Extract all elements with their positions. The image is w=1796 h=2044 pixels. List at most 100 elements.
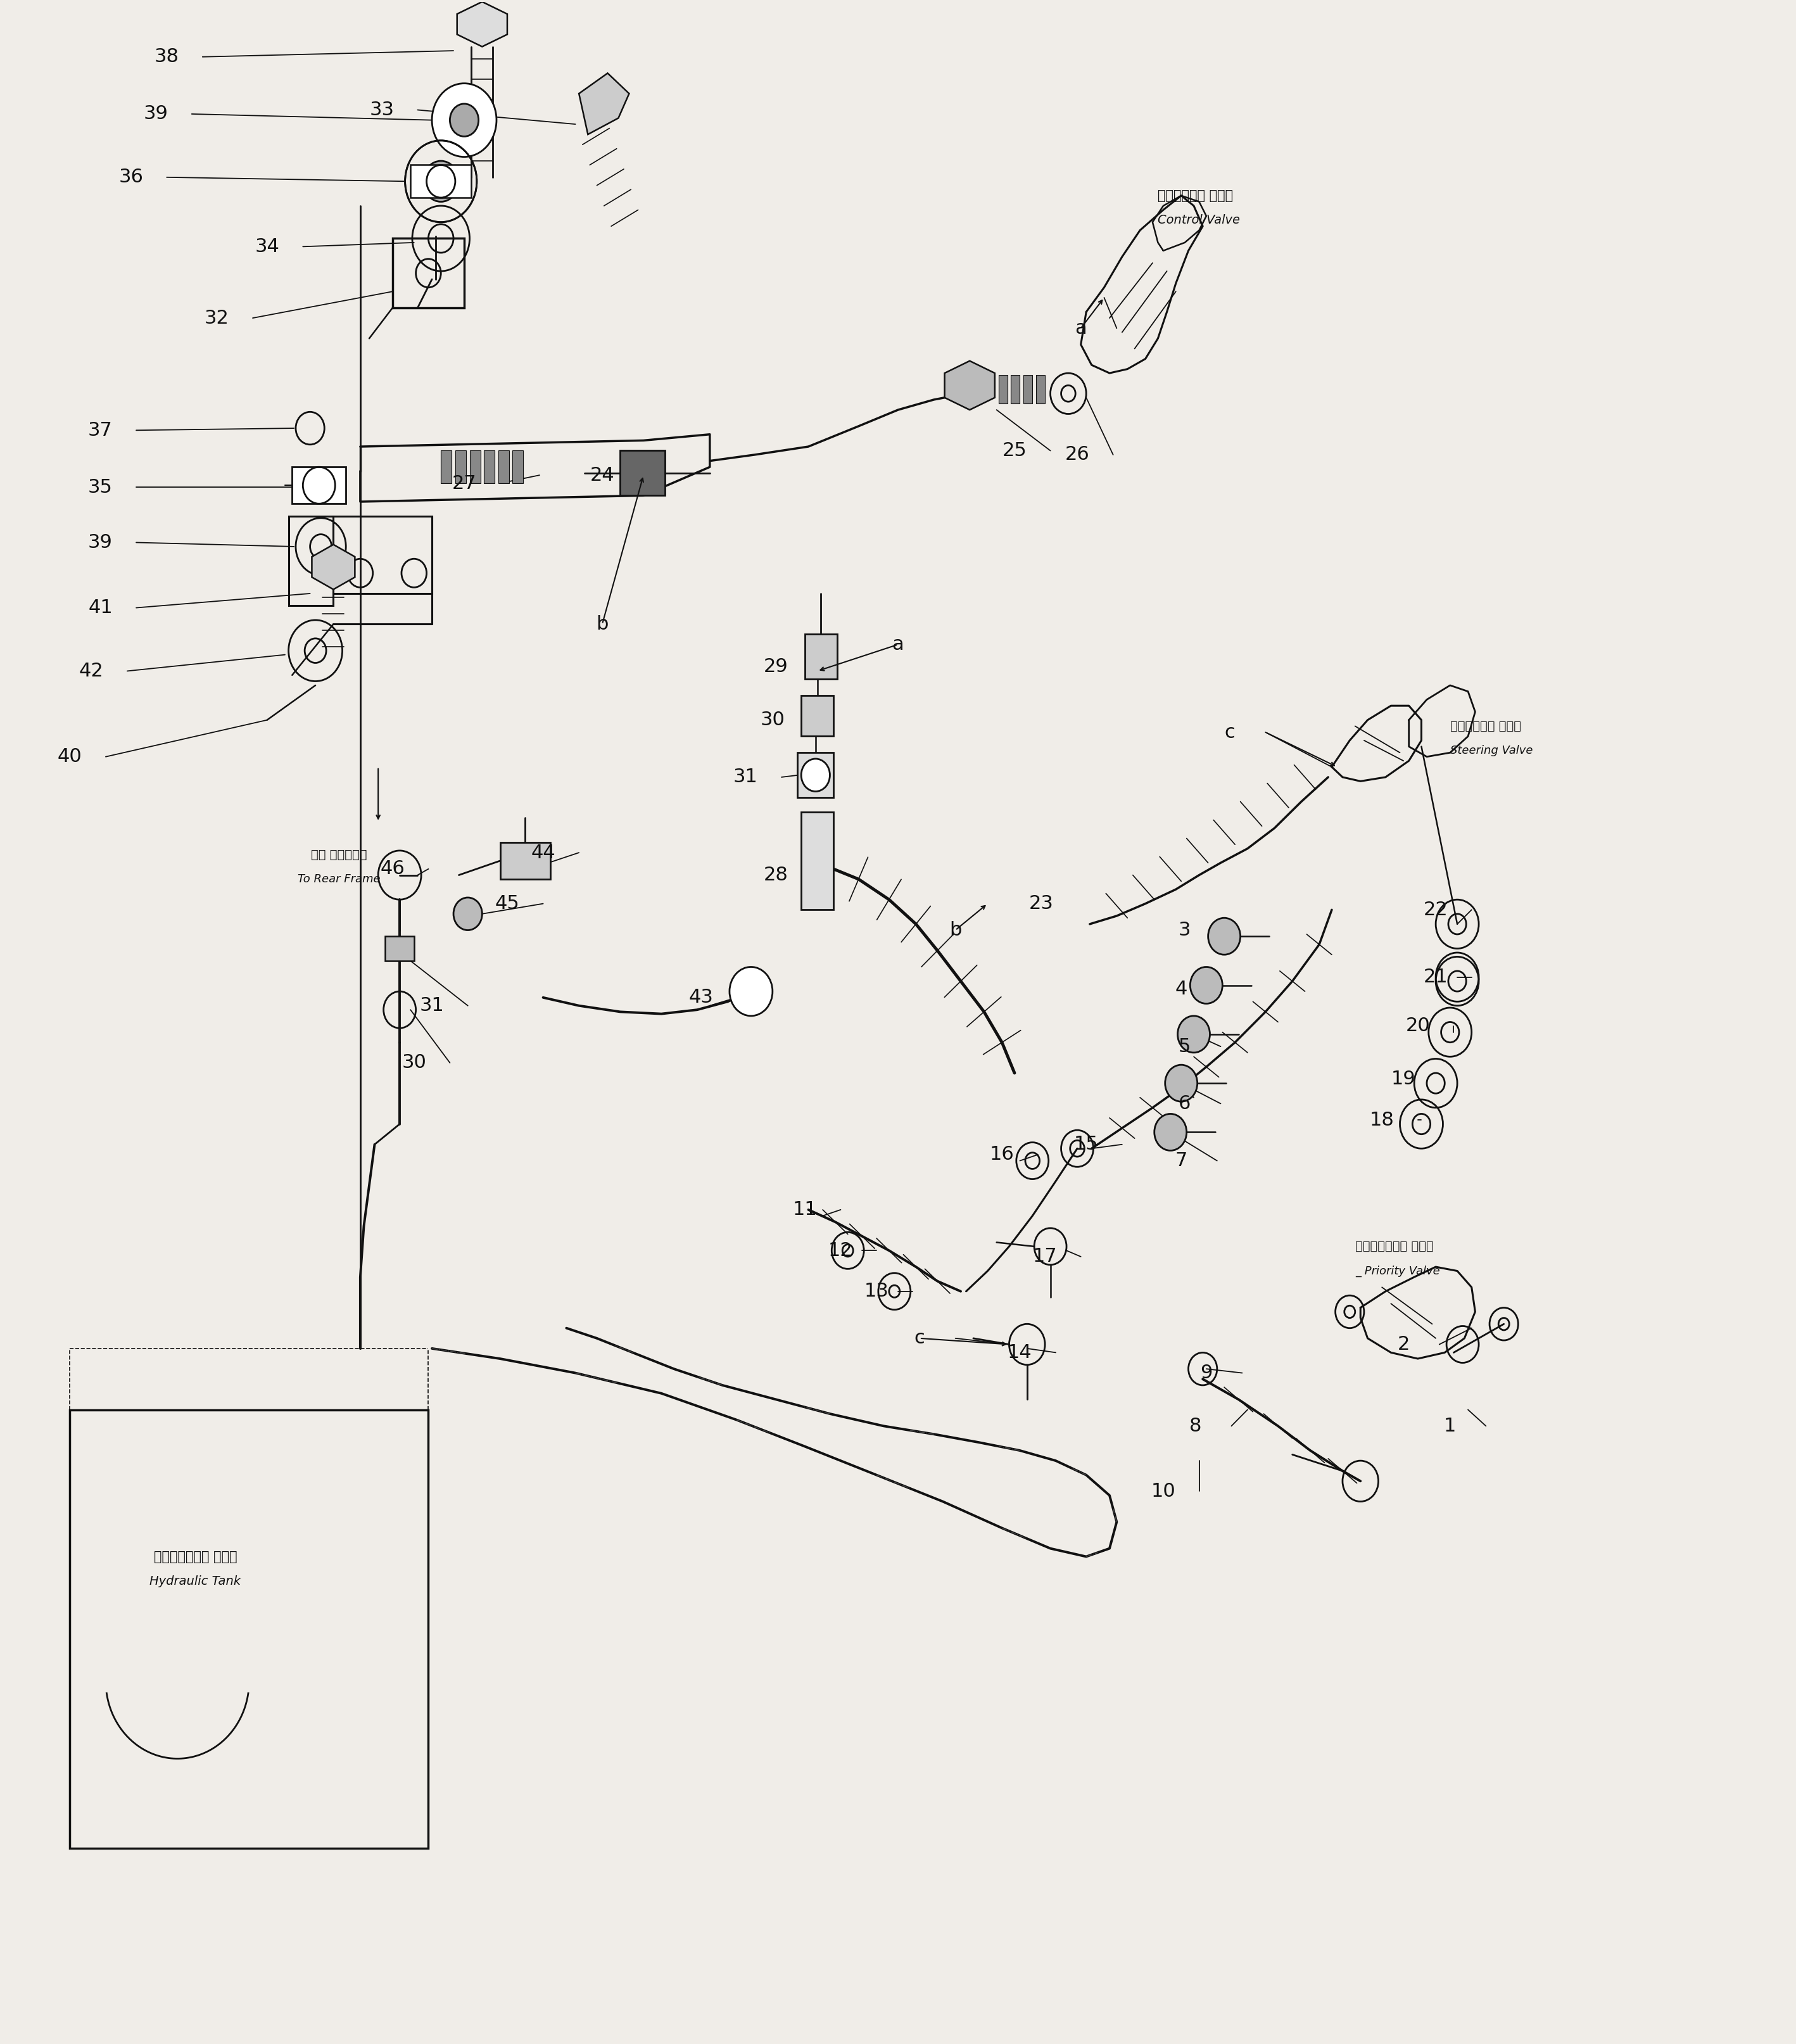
Text: 22: 22 bbox=[1424, 901, 1448, 920]
Text: 35: 35 bbox=[88, 478, 113, 497]
Text: 4: 4 bbox=[1175, 981, 1187, 1000]
Text: ハイドロリック タンク: ハイドロリック タンク bbox=[154, 1549, 237, 1564]
Text: To Rear Frame: To Rear Frame bbox=[298, 873, 381, 885]
Text: 11: 11 bbox=[792, 1200, 817, 1218]
Bar bbox=[1011, 376, 1020, 405]
Text: 29: 29 bbox=[763, 658, 788, 677]
Text: 20: 20 bbox=[1406, 1018, 1430, 1034]
Text: 17: 17 bbox=[1033, 1247, 1058, 1265]
Text: 8: 8 bbox=[1189, 1416, 1202, 1435]
Text: 12: 12 bbox=[828, 1241, 853, 1259]
Text: c: c bbox=[1225, 724, 1236, 742]
Text: 6: 6 bbox=[1178, 1094, 1191, 1112]
Circle shape bbox=[1155, 1114, 1187, 1151]
Text: 31: 31 bbox=[733, 769, 758, 787]
Bar bbox=[293, 466, 347, 503]
Text: 15: 15 bbox=[1074, 1134, 1099, 1153]
Text: 5: 5 bbox=[1178, 1036, 1191, 1055]
Text: Hydraulic Tank: Hydraulic Tank bbox=[149, 1576, 241, 1586]
Text: 13: 13 bbox=[864, 1282, 889, 1300]
Polygon shape bbox=[313, 544, 356, 589]
Text: c: c bbox=[914, 1329, 925, 1347]
Text: 46: 46 bbox=[381, 861, 404, 879]
Bar bbox=[454, 450, 465, 482]
Text: 39: 39 bbox=[144, 104, 169, 123]
Text: b: b bbox=[950, 922, 961, 940]
Text: 27: 27 bbox=[453, 474, 476, 493]
Bar bbox=[386, 936, 415, 961]
Text: 7: 7 bbox=[1175, 1151, 1187, 1169]
Text: 30: 30 bbox=[760, 711, 785, 730]
Text: a: a bbox=[893, 636, 903, 654]
Text: 40: 40 bbox=[57, 748, 83, 766]
Bar bbox=[289, 515, 334, 605]
Text: 34: 34 bbox=[255, 237, 280, 255]
Polygon shape bbox=[578, 74, 629, 135]
Circle shape bbox=[1166, 1065, 1198, 1102]
Bar bbox=[1036, 376, 1045, 405]
Text: 33: 33 bbox=[370, 100, 393, 119]
Text: 21: 21 bbox=[1424, 969, 1448, 987]
Circle shape bbox=[1191, 967, 1223, 1004]
Text: 3: 3 bbox=[1178, 922, 1191, 940]
Text: 23: 23 bbox=[1029, 895, 1054, 914]
Bar bbox=[483, 450, 494, 482]
Bar bbox=[499, 842, 550, 879]
Text: 19: 19 bbox=[1392, 1069, 1415, 1087]
Bar bbox=[440, 450, 451, 482]
Bar bbox=[797, 752, 833, 797]
Text: 16: 16 bbox=[990, 1145, 1015, 1163]
Bar bbox=[620, 450, 665, 495]
Text: 2: 2 bbox=[1397, 1335, 1410, 1353]
Bar bbox=[801, 811, 833, 910]
Polygon shape bbox=[945, 362, 995, 411]
Text: _ Priority Valve: _ Priority Valve bbox=[1356, 1265, 1440, 1278]
Text: 38: 38 bbox=[154, 47, 180, 65]
Circle shape bbox=[801, 758, 830, 791]
Bar bbox=[497, 450, 508, 482]
Text: 25: 25 bbox=[1002, 442, 1027, 460]
Circle shape bbox=[453, 897, 481, 930]
Text: フライオリティ バルブ: フライオリティ バルブ bbox=[1356, 1241, 1433, 1253]
Bar bbox=[512, 450, 523, 482]
Text: 14: 14 bbox=[1008, 1343, 1033, 1361]
Text: a: a bbox=[1074, 319, 1087, 337]
Text: 31: 31 bbox=[420, 997, 444, 1016]
Text: 1: 1 bbox=[1444, 1416, 1457, 1435]
Text: 45: 45 bbox=[496, 895, 519, 914]
Circle shape bbox=[424, 161, 458, 202]
Text: 37: 37 bbox=[88, 421, 113, 439]
Text: 44: 44 bbox=[532, 844, 555, 863]
Polygon shape bbox=[456, 2, 506, 47]
Bar bbox=[1024, 376, 1033, 405]
Text: ステアリング バルブ: ステアリング バルブ bbox=[1449, 719, 1521, 732]
Bar bbox=[411, 166, 471, 198]
Bar bbox=[393, 239, 463, 309]
Bar bbox=[801, 695, 833, 736]
Circle shape bbox=[433, 84, 496, 157]
Circle shape bbox=[1209, 918, 1241, 955]
Text: 10: 10 bbox=[1151, 1482, 1176, 1500]
Text: 41: 41 bbox=[88, 599, 113, 617]
Text: 28: 28 bbox=[763, 867, 788, 885]
Circle shape bbox=[729, 967, 772, 1016]
Text: 18: 18 bbox=[1370, 1110, 1394, 1128]
Text: 43: 43 bbox=[688, 989, 713, 1008]
Text: 39: 39 bbox=[88, 533, 113, 552]
Text: コントロール バルブ: コントロール バルブ bbox=[1158, 190, 1234, 202]
Text: Steering Valve: Steering Valve bbox=[1449, 744, 1532, 756]
Text: 32: 32 bbox=[205, 309, 230, 327]
Bar bbox=[334, 515, 433, 593]
Text: 24: 24 bbox=[589, 466, 614, 484]
Bar bbox=[805, 634, 837, 679]
Bar bbox=[469, 450, 480, 482]
Text: Control Valve: Control Valve bbox=[1158, 215, 1241, 227]
Text: 42: 42 bbox=[79, 662, 104, 681]
Bar bbox=[999, 376, 1008, 405]
Text: b: b bbox=[596, 615, 609, 634]
Text: 36: 36 bbox=[119, 168, 144, 186]
Text: リヤ フレームへ: リヤ フレームへ bbox=[311, 848, 366, 861]
Circle shape bbox=[1178, 1016, 1211, 1053]
Bar bbox=[70, 1410, 429, 1848]
Circle shape bbox=[449, 104, 478, 137]
